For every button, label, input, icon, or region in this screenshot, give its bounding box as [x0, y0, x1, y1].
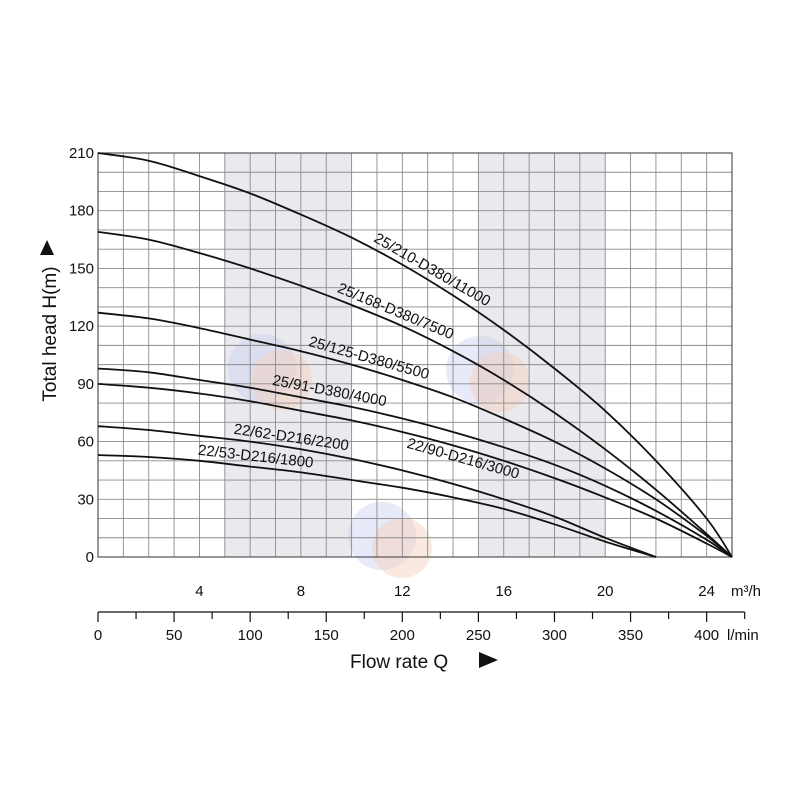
y-tick-labels: 0 30 60 90 120 150 180 210: [69, 145, 94, 566]
x-axis-title: Flow rate Q: [350, 652, 448, 673]
watermark-logos: [228, 334, 530, 578]
x-tick-label-m3h: 8: [297, 583, 305, 600]
x-tick-label-m3h: 12: [394, 583, 411, 600]
x-tick-label-lmin: 300: [542, 627, 567, 644]
x-tick-label-lmin: 200: [390, 627, 415, 644]
watermark-logo-blue-1: [228, 334, 296, 402]
watermark-logo-blue-2: [446, 336, 514, 404]
x-unit-m3h: m³/h: [731, 583, 761, 600]
watermark-logo-orange-2: [470, 352, 530, 412]
x-tick-label-lmin: 350: [618, 627, 643, 644]
x-tick-label-m3h: 24: [698, 583, 715, 600]
x-tick-label-lmin: 150: [314, 627, 339, 644]
y-axis-title: Total head H(m): [40, 266, 61, 401]
curve-5: [97, 383, 733, 558]
curve-label-2: 25/168-D380/7500: [335, 280, 456, 343]
y-tick-label: 150: [69, 260, 94, 277]
y-tick-label: 210: [69, 145, 94, 162]
y-tick-label: 0: [86, 549, 94, 566]
plot-frame: [97, 152, 733, 558]
x-tick-label-lmin: 400: [694, 627, 719, 644]
curve-7: [97, 454, 657, 558]
y-tick-label: 30: [77, 491, 94, 508]
x-tick-label-m3h: 4: [195, 583, 203, 600]
x-unit-lmin: l/min: [727, 627, 759, 644]
x-tick-label-lmin: 0: [94, 627, 102, 644]
curve-label-1: 25/210-D380/11000: [371, 230, 493, 310]
x-axis-arrow-icon: [479, 652, 498, 668]
curve-6: [97, 425, 657, 558]
watermark-logo-blue-3: [348, 502, 416, 570]
x-axis-lmin: 0 50 100 150 200 250 300 350 400: [94, 611, 746, 644]
x-tick-label-lmin: 50: [166, 627, 183, 644]
x-tick-label-m3h: 20: [597, 583, 614, 600]
y-tick-label: 120: [69, 318, 94, 335]
grid-lines: [97, 152, 733, 558]
shaded-band-1: [224, 153, 352, 557]
y-tick-label: 90: [77, 376, 94, 393]
x-tick-label-lmin: 250: [466, 627, 491, 644]
curve-4: [97, 367, 733, 558]
x-tick-label-lmin: 100: [238, 627, 263, 644]
curve-2: [97, 231, 733, 558]
y-axis-arrow-icon: [40, 240, 54, 255]
y-tick-label: 180: [69, 203, 94, 220]
curve-3: [97, 311, 733, 558]
curve-1: [97, 152, 733, 558]
curves-group: [97, 152, 733, 558]
x-tick-label-m3h: 16: [495, 583, 512, 600]
shaded-bands: [224, 153, 606, 557]
y-tick-label: 60: [77, 434, 94, 451]
x-axis-m3h: 4 8 12 16 20 24: [195, 583, 715, 600]
